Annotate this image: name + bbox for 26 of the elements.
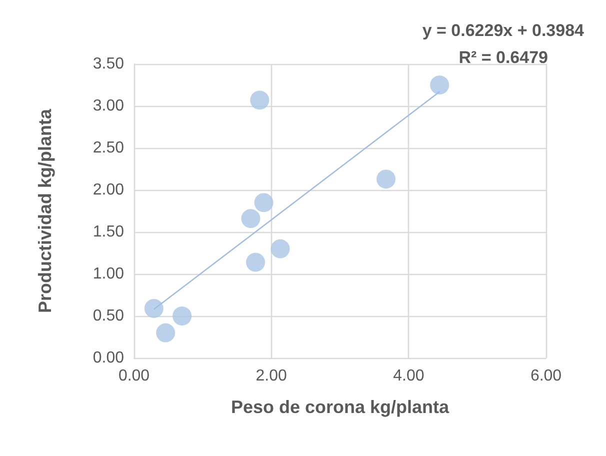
y-tick-label: 2.00 bbox=[92, 182, 124, 198]
point bbox=[270, 239, 290, 258]
x-tick-label: 0.00 bbox=[118, 368, 150, 384]
y-tick-label: 0.00 bbox=[92, 350, 124, 366]
y-tick-label: 1.00 bbox=[92, 266, 124, 282]
y-axis-title: Productividad kg/planta bbox=[35, 108, 55, 314]
point bbox=[172, 306, 192, 326]
text: y = 0.6229x + 0.3984 bbox=[422, 21, 585, 40]
x-tick-label: 4.00 bbox=[393, 368, 424, 384]
x-axis-title: Peso de corona kg/planta bbox=[230, 397, 450, 417]
y-tick-label: 0.50 bbox=[92, 308, 124, 324]
point bbox=[430, 76, 450, 94]
x-tick-label: 6.00 bbox=[530, 368, 562, 384]
point bbox=[241, 209, 260, 228]
x-tick-label: 2.00 bbox=[256, 368, 288, 384]
y-tick-label: 3.50 bbox=[92, 56, 124, 72]
point bbox=[246, 252, 266, 272]
point bbox=[144, 298, 164, 318]
y-tick-label: 2.50 bbox=[92, 140, 124, 156]
y-tick-label: 3.00 bbox=[92, 98, 124, 114]
annotation: R² = 0.6479 bbox=[458, 48, 548, 67]
y-tick-label: 1.50 bbox=[92, 224, 124, 240]
point bbox=[376, 170, 396, 189]
point bbox=[250, 90, 270, 110]
point bbox=[254, 193, 274, 212]
point bbox=[156, 323, 176, 342]
